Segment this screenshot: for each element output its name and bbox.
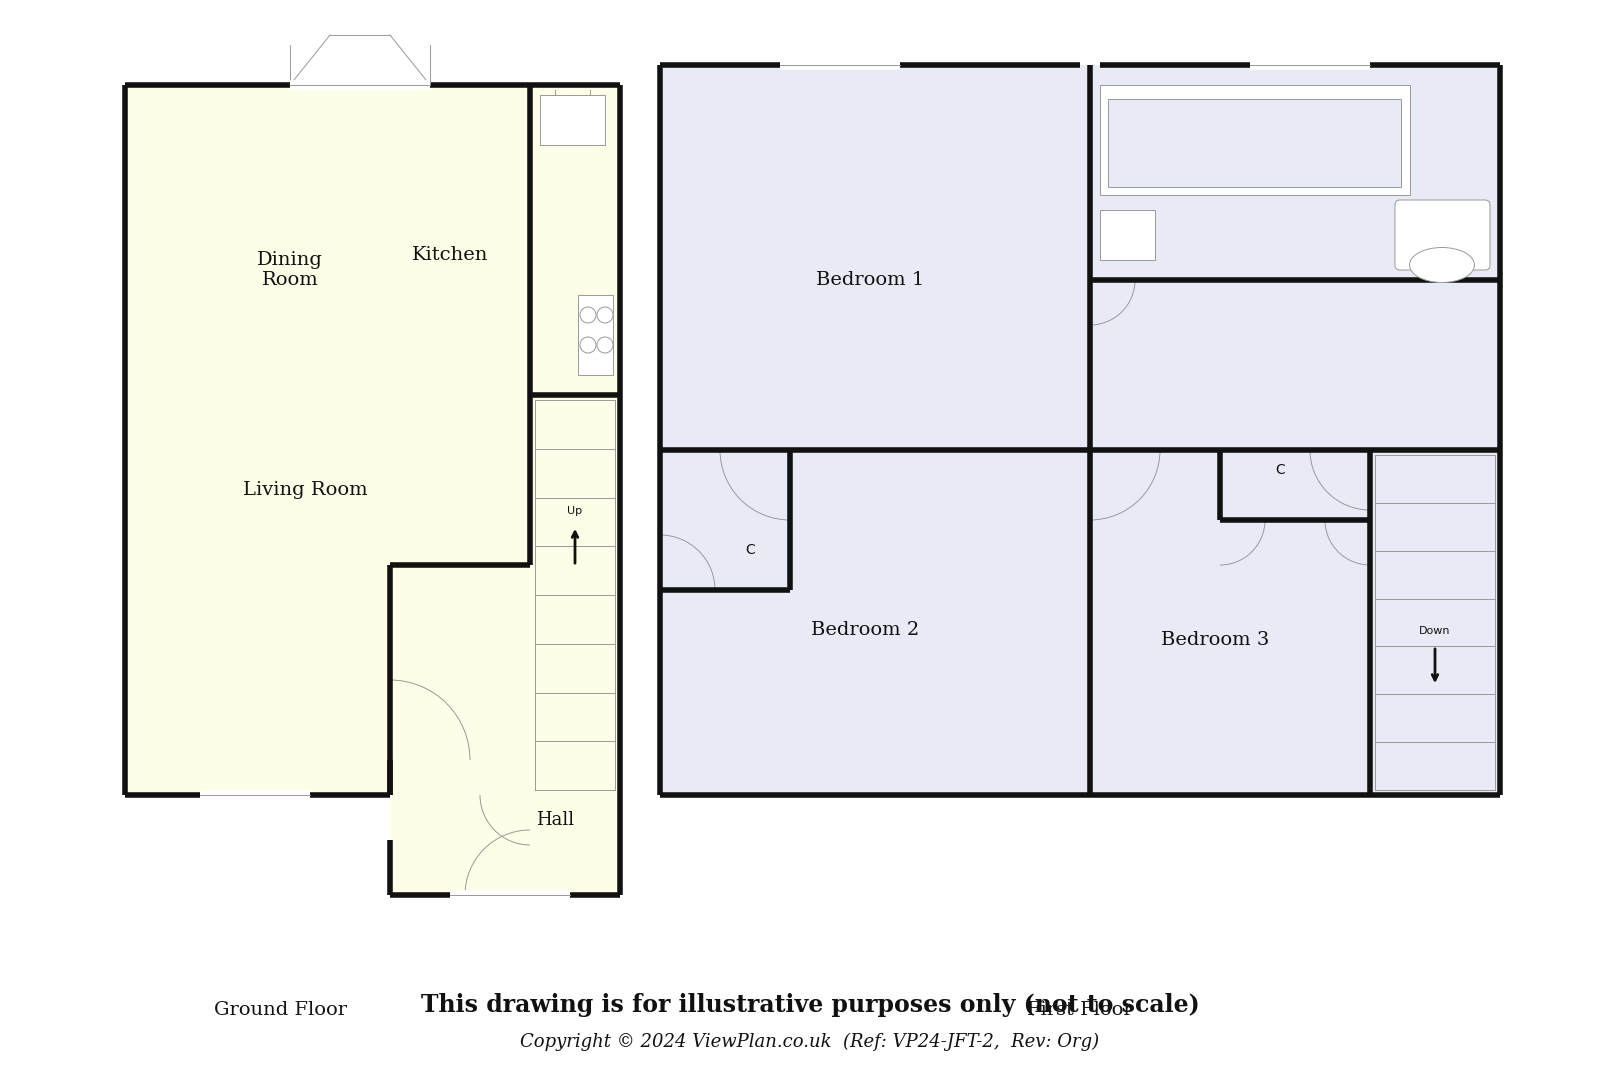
Text: Bedroom 1: Bedroom 1	[816, 271, 923, 289]
Text: Down: Down	[1419, 626, 1452, 636]
Text: First Floor: First Floor	[1027, 1001, 1132, 1019]
Bar	[530, 85, 620, 395]
Text: This drawing is for illustrative purposes only (not to scale): This drawing is for illustrative purpose…	[421, 993, 1199, 1017]
Bar	[1100, 85, 1409, 195]
Text: Bedroom 2: Bedroom 2	[812, 622, 919, 639]
Text: C: C	[1275, 463, 1285, 477]
Text: Bedroom 3: Bedroom 3	[1162, 631, 1268, 648]
Text: Copyright © 2024 ViewPlan.co.uk  (Ref: VP24-JFT-2,  Rev: Org): Copyright © 2024 ViewPlan.co.uk (Ref: VP…	[520, 1033, 1100, 1051]
Bar	[390, 795, 620, 894]
Bar	[530, 395, 620, 894]
Bar	[578, 295, 612, 375]
Text: C: C	[745, 543, 755, 557]
FancyBboxPatch shape	[1395, 200, 1490, 270]
Bar	[1100, 210, 1155, 260]
Text: Kitchen: Kitchen	[411, 246, 488, 264]
Bar	[1108, 99, 1401, 187]
Text: Dining
Room: Dining Room	[258, 250, 322, 289]
Text: Living Room: Living Room	[243, 481, 368, 498]
Bar	[125, 85, 530, 795]
Bar	[659, 65, 1500, 795]
Ellipse shape	[1409, 247, 1474, 283]
Text: Hall: Hall	[536, 811, 573, 829]
Text: Up: Up	[567, 506, 583, 516]
Text: Ground Floor: Ground Floor	[214, 1001, 347, 1019]
Bar	[539, 95, 604, 145]
